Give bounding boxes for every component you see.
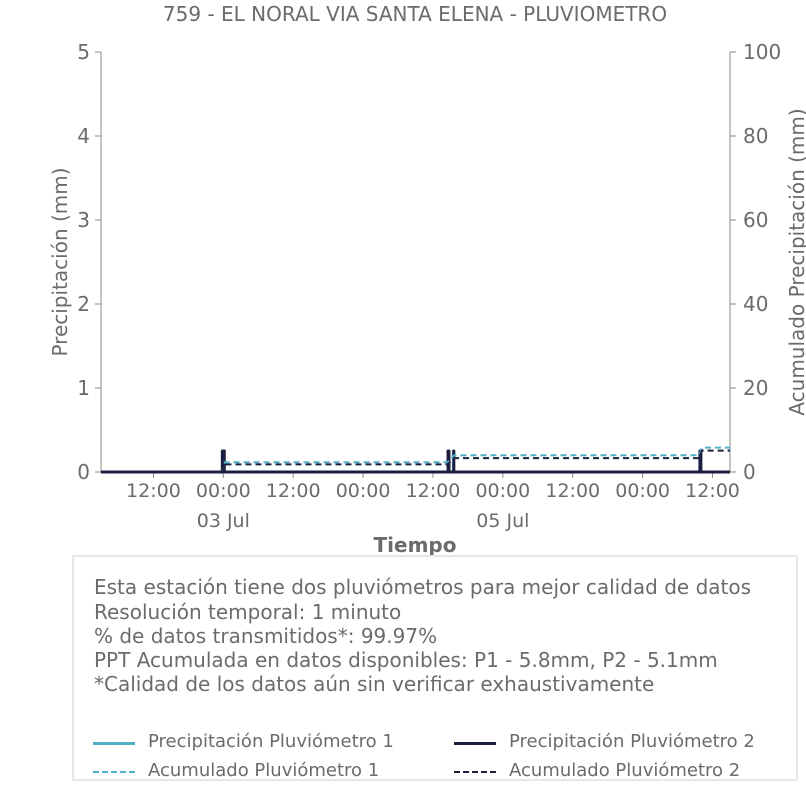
accum-line-1 bbox=[101, 446, 730, 473]
x-tick-label: 12:00 bbox=[685, 480, 740, 502]
accum-line-2 bbox=[101, 449, 730, 473]
y2-tick-label: 100 bbox=[743, 40, 781, 64]
info-line-transmitted: % de datos transmitidos*: 99.97% bbox=[94, 624, 438, 648]
y-tick-label: 1 bbox=[77, 376, 90, 400]
y2-tick-label: 80 bbox=[743, 124, 768, 148]
y2-tick-label: 20 bbox=[743, 376, 768, 400]
y-tick-label: 4 bbox=[77, 124, 90, 148]
info-line-quality-note: *Calidad de los datos aún sin verificar … bbox=[94, 672, 655, 696]
x-tick-label: 12:00 bbox=[266, 480, 321, 502]
x-tick-label: 00:00 bbox=[615, 480, 670, 502]
y2-tick-label: 0 bbox=[743, 460, 756, 484]
x-tick-label: 12:00 bbox=[406, 480, 461, 502]
x-tick-label: 12:00 bbox=[545, 480, 600, 502]
y2-axis-label: Acumulado Precipitación (mm) bbox=[785, 108, 806, 415]
chart-marks bbox=[101, 446, 730, 474]
x-tick-label: 00:00 bbox=[475, 480, 530, 502]
x-tick-label: 00:00 bbox=[196, 480, 251, 502]
legend-label-accum-p2: Acumulado Pluviómetro 2 bbox=[509, 760, 741, 781]
info-line-accumulated: PPT Acumulada en datos disponibles: P1 -… bbox=[94, 648, 718, 672]
legend-swatch-precip-p2 bbox=[454, 742, 496, 745]
y-tick-label: 3 bbox=[77, 208, 90, 232]
legend-label-precip-p2: Precipitación Pluviómetro 2 bbox=[509, 731, 755, 752]
legend-swatch-precip-p1 bbox=[93, 742, 135, 745]
legend-label-accum-p1: Acumulado Pluviómetro 1 bbox=[148, 760, 380, 781]
y-tick-label: 5 bbox=[77, 40, 90, 64]
legend-swatch-accum-p2 bbox=[454, 771, 496, 773]
chart-axes: 0 1 2 3 4 5 0 20 40 60 80 100 12:00 00:00 03 Jul 12:00 0… bbox=[77, 40, 781, 532]
y2-tick-label: 60 bbox=[743, 208, 768, 232]
y-tick-label: 2 bbox=[77, 292, 90, 316]
info-line-stations: Esta estación tiene dos pluviómetros par… bbox=[94, 575, 752, 599]
x-tick-label: 12:00 bbox=[126, 480, 181, 502]
legend-swatch-accum-p1 bbox=[93, 771, 135, 773]
x-tick-sublabel: 05 Jul bbox=[476, 510, 529, 532]
legend-label-precip-p1: Precipitación Pluviómetro 1 bbox=[148, 731, 394, 752]
x-tick-sublabel: 03 Jul bbox=[197, 510, 250, 532]
info-line-resolution: Resolución temporal: 1 minuto bbox=[94, 600, 402, 624]
x-axis-label: Tiempo bbox=[374, 533, 457, 557]
y-tick-label: 0 bbox=[77, 460, 90, 484]
x-tick-label: 00:00 bbox=[336, 480, 391, 502]
y2-tick-label: 40 bbox=[743, 292, 768, 316]
y-axis-label: Precipitación (mm) bbox=[48, 167, 72, 356]
rainfall-chart: 759 - EL NORAL VIA SANTA ELENA - PLUVIOM… bbox=[48, 2, 806, 557]
chart-title: 759 - EL NORAL VIA SANTA ELENA - PLUVIOM… bbox=[163, 2, 667, 26]
info-box: Esta estación tiene dos pluviómetros par… bbox=[72, 555, 798, 781]
